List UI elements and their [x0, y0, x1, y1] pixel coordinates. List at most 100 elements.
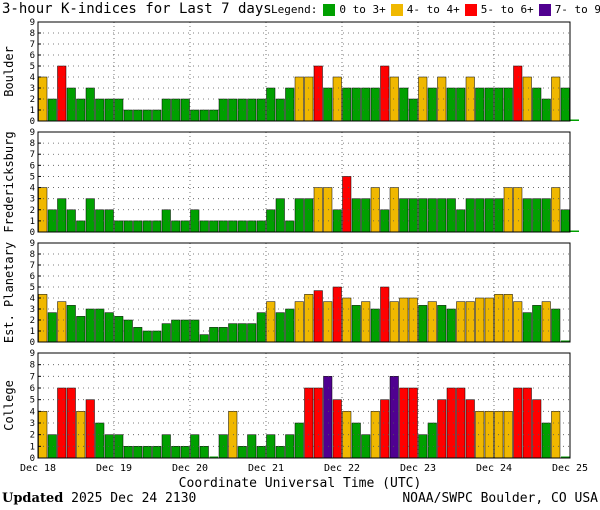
bar-est-planetary: [465, 301, 475, 343]
bar-est-planetary: [541, 301, 551, 343]
y-tick-label: 4: [30, 73, 35, 83]
bar-fredericksburg: [199, 220, 209, 233]
bar-boulder: [294, 76, 304, 122]
bar-est-planetary: [256, 312, 266, 343]
bar-fredericksburg: [95, 209, 105, 233]
legend-swatch-green: [323, 3, 336, 16]
y-tick-label: 5: [30, 62, 35, 72]
bar-fredericksburg: [465, 198, 475, 233]
bar-est-planetary: [190, 319, 200, 343]
bar-boulder: [199, 109, 209, 122]
bar-boulder: [456, 87, 466, 122]
bar-boulder: [484, 87, 494, 122]
legend: Legend: 0 to 3+ 4- to 4+ 5- to 6+ 7- to …: [271, 3, 600, 16]
bar-est-planetary: [228, 323, 238, 343]
bar-fredericksburg: [275, 198, 285, 233]
y-tick-label: 7: [30, 150, 35, 160]
y-tick-label: 4: [30, 407, 35, 417]
bar-boulder: [532, 87, 542, 122]
x-tick-label: Dec 24: [476, 463, 512, 474]
bar-boulder: [332, 76, 342, 122]
bar-est-planetary: [561, 340, 570, 342]
y-tick-label: 0: [30, 454, 35, 464]
bar-fredericksburg: [228, 220, 238, 233]
bar-boulder: [370, 87, 380, 122]
legend-item-5-6: 5- to 6+: [464, 3, 534, 16]
bar-college: [475, 411, 485, 459]
bar-boulder: [380, 65, 390, 122]
bar-fredericksburg: [142, 220, 152, 233]
bar-fredericksburg: [304, 198, 314, 233]
bar-est-planetary: [380, 286, 390, 343]
y-tick-label: 6: [30, 272, 35, 282]
bar-boulder: [209, 109, 219, 122]
y-tick-label: 7: [30, 40, 35, 50]
bar-est-planetary: [133, 327, 143, 343]
bar-est-planetary: [323, 301, 333, 343]
bar-fredericksburg: [351, 198, 361, 233]
bar-college: [171, 446, 181, 459]
bar-college: [522, 387, 532, 459]
panel-frame-college: [37, 352, 571, 459]
bar-college: [123, 446, 133, 459]
bar-college: [323, 376, 333, 459]
bar-college: [561, 456, 570, 458]
bar-fredericksburg: [380, 209, 390, 233]
panel-frame-fredericksburg: [37, 131, 571, 233]
bar-college: [209, 456, 218, 458]
bar-est-planetary: [351, 305, 361, 343]
y-tick-label: 6: [30, 384, 35, 394]
bar-college: [380, 399, 390, 459]
updated-label: Updated: [2, 491, 64, 506]
y-tick-label: 8: [30, 250, 35, 260]
y-tick-label: 3: [30, 305, 35, 315]
bar-fredericksburg: [180, 220, 190, 233]
x-tick-label: Dec 22: [324, 463, 360, 474]
legend-item-4: 4- to 4+: [390, 3, 460, 16]
bar-fredericksburg: [47, 209, 57, 233]
bar-college: [427, 422, 437, 459]
y-tick-label: 7: [30, 372, 35, 382]
bar-college: [228, 411, 238, 459]
bar-fredericksburg: [237, 220, 247, 233]
y-tick-label: 3: [30, 84, 35, 94]
bar-est-planetary: [152, 330, 162, 343]
y-tick-label: 6: [30, 51, 35, 61]
y-tick-label: 2: [30, 95, 35, 105]
bar-college: [237, 446, 247, 459]
legend-text-5-6: 5- to 6+: [480, 3, 534, 16]
y-tick-label: 5: [30, 396, 35, 406]
bar-est-planetary: [209, 327, 219, 343]
bar-boulder: [95, 98, 105, 122]
bar-college: [285, 434, 295, 459]
panel-frame-boulder: [37, 21, 571, 122]
bar-est-planetary: [47, 312, 57, 343]
bar-college: [133, 446, 143, 459]
bar-boulder: [228, 98, 238, 122]
bar-college: [389, 376, 399, 459]
bar-fredericksburg: [123, 220, 133, 233]
bar-boulder: [104, 98, 114, 122]
y-tick-label: 8: [30, 361, 35, 371]
bar-est-planetary: [247, 323, 257, 343]
bar-boulder: [342, 87, 352, 122]
y-tick-label: 1: [30, 327, 35, 337]
bar-college: [142, 446, 152, 459]
bar-fredericksburg: [152, 220, 162, 233]
bar-boulder: [399, 87, 409, 122]
panel-label-fredericksburg: Fredericksburg: [2, 131, 16, 232]
bar-est-planetary: [142, 330, 152, 343]
x-tick-label: Dec 19: [96, 463, 132, 474]
bar-est-planetary: [85, 308, 95, 343]
y-tick-label: 3: [30, 195, 35, 205]
y-tick-label: 6: [30, 161, 35, 171]
credit-line: NOAA/SWPC Boulder, CO USA: [402, 491, 598, 506]
bar-fredericksburg: [104, 209, 114, 233]
bar-boulder: [361, 87, 371, 122]
bar-boulder: [57, 65, 67, 122]
legend-swatch-purple: [538, 3, 551, 16]
bar-fredericksburg: [332, 209, 342, 233]
bar-boulder: [522, 76, 532, 122]
bar-college: [332, 399, 342, 459]
bar-fredericksburg: [522, 198, 532, 233]
